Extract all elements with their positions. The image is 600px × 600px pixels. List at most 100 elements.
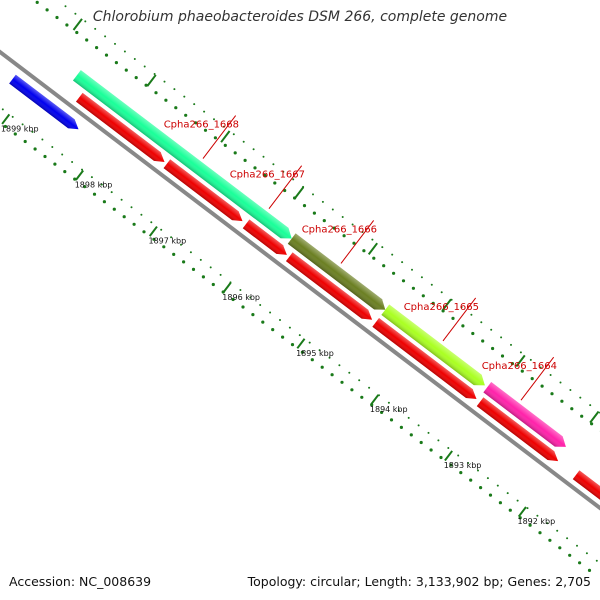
feature-arrow-shade	[287, 233, 386, 310]
tick-dot	[510, 362, 514, 366]
tick-dot	[457, 454, 460, 457]
tick-dot	[74, 12, 77, 15]
gene-label: Cpha266_1668	[164, 120, 239, 131]
tick-dot	[459, 471, 463, 475]
tick-dot	[595, 559, 598, 562]
tick-dot	[421, 294, 425, 298]
feature-arrow	[163, 159, 243, 222]
feature-arrow-shade	[381, 304, 485, 386]
tick-dot	[51, 146, 54, 148]
tick-label: 1899 kbp	[1, 125, 39, 134]
tick-dot	[529, 358, 532, 361]
tick-dot	[538, 531, 542, 535]
tick-dot	[470, 313, 473, 316]
tick-dot	[358, 379, 361, 382]
tick-dot	[351, 223, 354, 226]
tick-dot	[467, 462, 470, 464]
tick-dot	[232, 133, 235, 136]
tick-dot	[312, 211, 316, 215]
tick-dot	[272, 163, 275, 166]
tick-dot	[568, 553, 572, 557]
tick-dot	[539, 366, 542, 369]
tick-dot	[31, 130, 34, 133]
tick-dot	[65, 23, 69, 27]
tick-dot	[348, 371, 351, 374]
feature-arrow	[372, 318, 477, 400]
feature-arrow	[72, 70, 292, 239]
tick-dot	[174, 106, 178, 110]
tick-dot	[95, 46, 99, 50]
tick-dot	[199, 258, 202, 261]
tick-dot	[102, 200, 106, 204]
tick-dot	[112, 207, 116, 211]
tick-dot	[252, 148, 255, 151]
tick-dot	[231, 297, 235, 302]
feature-arrow	[381, 304, 485, 386]
tick-dot	[381, 246, 384, 249]
tick-dot	[481, 339, 485, 343]
tick-dot	[391, 253, 394, 256]
tick-dot	[143, 65, 146, 68]
tick-label: 1892 kbp	[518, 517, 556, 526]
tick-dot	[222, 125, 225, 128]
tick-dot	[172, 252, 176, 256]
tick-dot	[63, 170, 67, 174]
tick-dot	[342, 234, 346, 238]
tick-dot	[241, 305, 245, 309]
tick-dot	[447, 447, 450, 449]
major-tick	[367, 242, 378, 255]
tick-dot	[73, 177, 77, 181]
tick-dot	[262, 155, 265, 158]
tick-dot	[437, 439, 440, 442]
tick-dot	[318, 349, 321, 352]
tick-dot	[460, 306, 463, 309]
tick-dot	[310, 358, 314, 362]
tick-dot	[417, 424, 420, 427]
tick-dot	[61, 153, 64, 156]
tick-label: 1893 kbp	[444, 461, 482, 470]
major-tick	[370, 394, 380, 405]
tick-dot	[546, 522, 549, 525]
tick-dot	[477, 469, 479, 472]
tick-label: 1896 kbp	[222, 293, 260, 302]
feature-arrow	[242, 219, 287, 255]
tick-dot	[578, 561, 582, 565]
tick-dot	[479, 486, 483, 490]
tick-dot	[33, 147, 37, 151]
tick-dot	[114, 61, 118, 65]
backbone-line	[0, 49, 600, 511]
tick-dot	[380, 410, 384, 414]
tick-dot	[580, 414, 584, 418]
tick-dot	[360, 395, 364, 399]
major-tick	[441, 298, 452, 312]
tick-dot	[461, 324, 465, 328]
tick-dot	[500, 336, 503, 339]
tick-dot	[498, 501, 502, 505]
feature-arrow	[9, 74, 79, 130]
tick-dot	[239, 289, 242, 291]
tick-dot	[338, 364, 341, 367]
tick-dot	[589, 404, 592, 407]
tick-dot	[219, 273, 222, 276]
tick-dot	[71, 161, 74, 163]
tick-dot	[508, 508, 512, 512]
tick-dot	[566, 537, 569, 540]
tick-dot	[85, 38, 89, 42]
tick-dot	[322, 219, 326, 223]
tick-dot	[243, 158, 247, 162]
tick-dot	[399, 425, 403, 429]
tick-dot	[132, 222, 136, 226]
tick-dot	[471, 331, 475, 336]
tick-dot	[94, 27, 97, 30]
tick-dot	[350, 388, 354, 392]
gene-label: Cpha266_1667	[230, 170, 305, 181]
label-leader	[340, 220, 375, 264]
tick-dot	[576, 544, 578, 547]
feature-labels: Cpha266_1668 Cpha266_1667 Cpha266_1666 Cpha…	[164, 115, 557, 401]
tick-dot	[312, 193, 314, 196]
tick-dot	[273, 181, 277, 185]
tick-dot	[13, 132, 17, 136]
tick-dot	[320, 365, 324, 369]
feature-arrow-shade	[372, 318, 477, 400]
tick-dot	[290, 343, 295, 347]
